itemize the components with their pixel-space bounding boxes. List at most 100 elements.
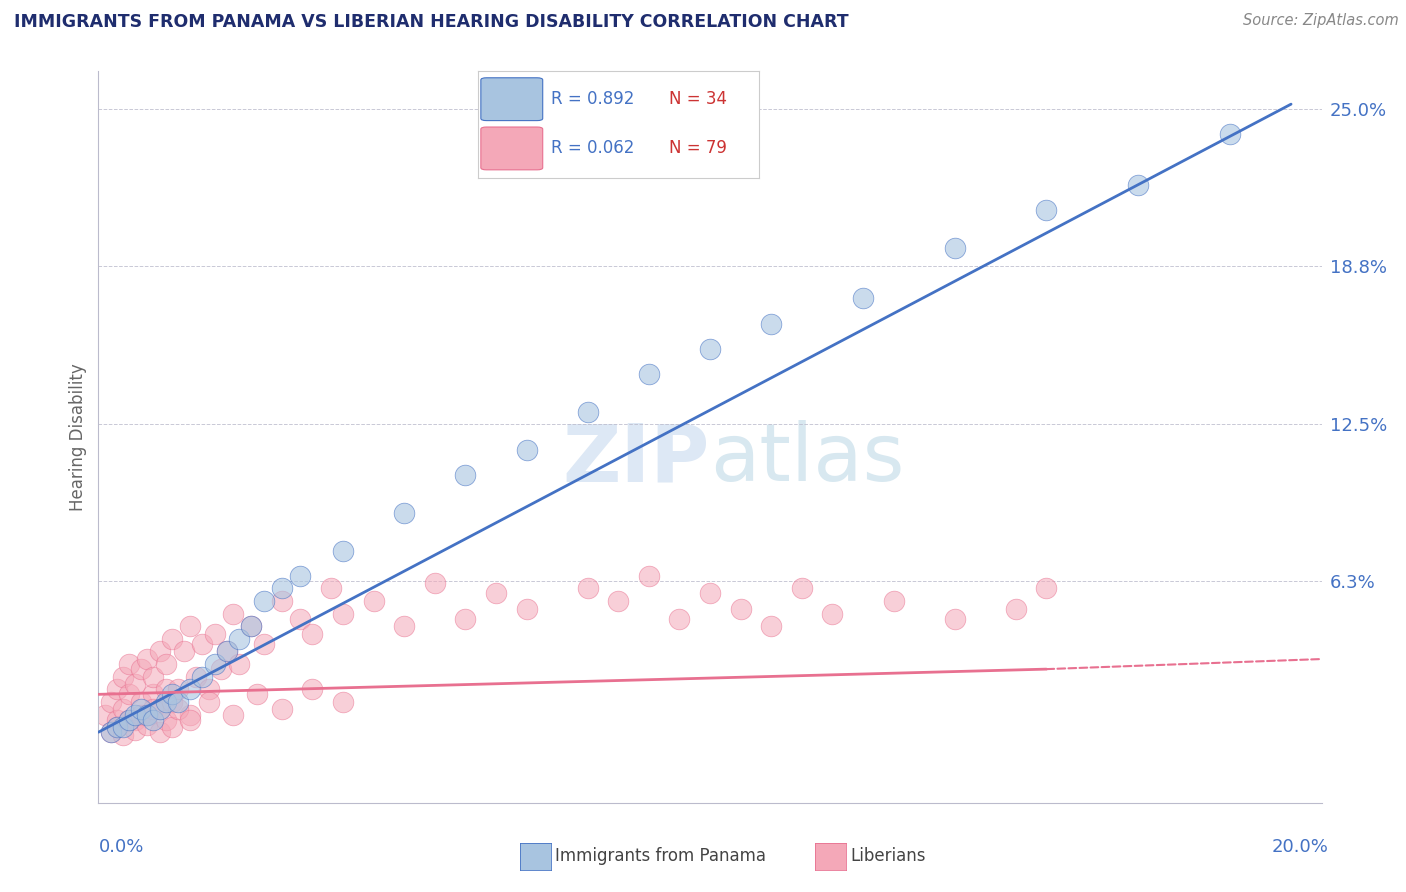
Text: R = 0.892: R = 0.892	[551, 90, 634, 108]
Point	[155, 695, 177, 709]
Point	[454, 612, 477, 626]
FancyBboxPatch shape	[481, 127, 543, 169]
Point	[118, 713, 141, 727]
Point	[111, 702, 134, 716]
Point	[852, 291, 875, 305]
Point	[118, 713, 141, 727]
Point	[173, 644, 195, 658]
Point	[155, 682, 177, 697]
Point	[301, 682, 323, 697]
Point	[637, 367, 661, 381]
Text: Immigrants from Panama: Immigrants from Panama	[555, 847, 766, 865]
Point	[290, 569, 312, 583]
Point	[160, 695, 183, 709]
Point	[246, 687, 269, 701]
Point	[252, 594, 274, 608]
Point	[93, 707, 115, 722]
Point	[943, 612, 966, 626]
Text: Liberians: Liberians	[851, 847, 927, 865]
Point	[699, 342, 721, 356]
Point	[516, 442, 538, 457]
Point	[129, 662, 152, 676]
Point	[240, 619, 263, 633]
Point	[179, 682, 201, 697]
Point	[252, 637, 274, 651]
Point	[160, 687, 183, 701]
Point	[118, 657, 141, 671]
Point	[111, 720, 134, 734]
Point	[149, 702, 172, 716]
Point	[204, 657, 226, 671]
Point	[136, 717, 159, 731]
Point	[240, 619, 263, 633]
Point	[100, 725, 122, 739]
Point	[485, 586, 508, 600]
Point	[668, 612, 690, 626]
Point	[155, 657, 177, 671]
Point	[821, 607, 844, 621]
Point	[105, 682, 128, 697]
Text: ZIP: ZIP	[562, 420, 710, 498]
FancyBboxPatch shape	[481, 78, 543, 120]
Point	[124, 713, 146, 727]
Point	[332, 607, 354, 621]
Text: N = 79: N = 79	[669, 139, 727, 157]
Point	[118, 687, 141, 701]
Point	[111, 728, 134, 742]
Point	[197, 695, 219, 709]
Point	[759, 619, 782, 633]
Point	[883, 594, 905, 608]
Point	[129, 695, 152, 709]
Point	[191, 637, 214, 651]
Point	[160, 720, 183, 734]
Text: atlas: atlas	[710, 420, 904, 498]
Point	[197, 682, 219, 697]
Point	[204, 627, 226, 641]
Point	[1035, 203, 1057, 218]
Point	[301, 627, 323, 641]
Point	[607, 594, 630, 608]
Point	[179, 707, 201, 722]
Point	[124, 723, 146, 737]
Point	[124, 707, 146, 722]
Point	[1128, 178, 1150, 192]
Point	[179, 713, 201, 727]
Point	[392, 619, 416, 633]
Point	[100, 695, 122, 709]
Point	[332, 543, 354, 558]
Point	[228, 657, 250, 671]
Point	[637, 569, 661, 583]
Point	[699, 586, 721, 600]
Point	[149, 644, 172, 658]
Point	[1004, 601, 1026, 615]
Text: R = 0.062: R = 0.062	[551, 139, 634, 157]
Point	[363, 594, 385, 608]
Text: 0.0%: 0.0%	[98, 838, 143, 855]
Text: 20.0%: 20.0%	[1272, 838, 1329, 855]
Point	[149, 702, 172, 716]
Point	[576, 405, 599, 419]
Y-axis label: Hearing Disability: Hearing Disability	[69, 363, 87, 511]
Text: Source: ZipAtlas.com: Source: ZipAtlas.com	[1243, 13, 1399, 29]
Point	[392, 506, 416, 520]
Point	[105, 720, 128, 734]
Point	[790, 582, 813, 596]
Point	[332, 695, 354, 709]
Point	[209, 662, 232, 676]
Point	[759, 317, 782, 331]
Point	[124, 677, 146, 691]
Point	[142, 687, 165, 701]
Point	[155, 713, 177, 727]
Point	[142, 713, 165, 727]
Point	[129, 702, 152, 716]
Point	[129, 707, 152, 722]
Point	[215, 644, 238, 658]
Text: N = 34: N = 34	[669, 90, 727, 108]
Point	[136, 707, 159, 722]
Point	[160, 632, 183, 646]
Point	[943, 241, 966, 255]
Point	[191, 670, 214, 684]
Point	[222, 707, 245, 722]
Point	[1219, 128, 1241, 142]
Point	[136, 652, 159, 666]
